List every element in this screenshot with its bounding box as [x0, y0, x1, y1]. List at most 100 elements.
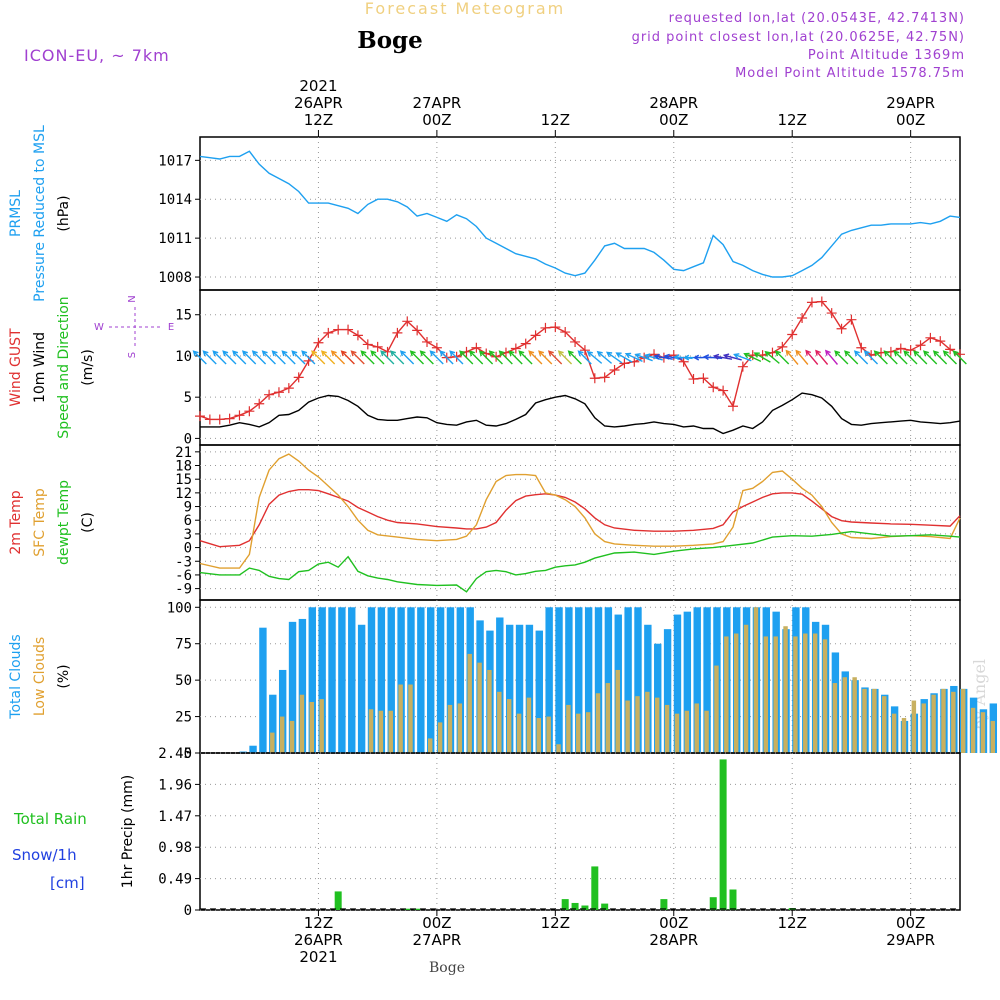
low-cloud-bar [664, 704, 670, 753]
total-cloud-bar [436, 607, 445, 753]
low-cloud-bar [822, 639, 828, 753]
wind-arrow [212, 350, 227, 365]
bottom-time-label: 12Z [304, 914, 333, 932]
compass-north: N [127, 295, 138, 302]
gust-marker [234, 410, 245, 421]
low-cloud-bar [388, 710, 393, 753]
y-tick-label: 6 [184, 513, 192, 529]
wind-arrow [663, 353, 683, 360]
y-tick-label: -6 [175, 568, 192, 584]
wind-arrow [722, 353, 742, 361]
wind-arrow [222, 350, 237, 365]
gust-marker [293, 372, 304, 383]
gust-marker [589, 373, 600, 384]
gust-marker [619, 358, 630, 369]
gust-marker [945, 344, 956, 355]
wind-arrow [340, 350, 355, 365]
wind-arrow [873, 350, 888, 365]
compass-west: W [94, 322, 104, 333]
precip-bar [403, 908, 411, 910]
top-time-label: 12Z [541, 111, 570, 129]
low-cloud-bar [497, 691, 502, 753]
info-line-4: Model Point Altitude 1578.75m [735, 66, 965, 81]
y-axis-label: 1hr Precip (mm) [120, 775, 136, 888]
total-cloud-bar [525, 624, 534, 753]
low-cloud-bar [299, 694, 305, 753]
wind-arrow [893, 350, 908, 365]
gust-marker [352, 330, 363, 341]
y-tick-label: 3 [184, 527, 192, 543]
wind-arrow [922, 350, 938, 365]
low-cloud-bar [428, 738, 433, 753]
gust-marker [471, 342, 482, 353]
gust-marker [915, 340, 926, 351]
low-cloud-bar [279, 716, 285, 753]
low-cloud-bar [309, 702, 314, 753]
total-cloud-bar [584, 607, 593, 753]
total-cloud-bar [259, 627, 267, 753]
gust-marker [678, 356, 689, 367]
precip-side-label: Snow/1h [12, 846, 77, 864]
wind-arrow [624, 352, 643, 363]
y-tick-label: 100 [167, 600, 192, 616]
low-cloud-bar [990, 720, 996, 753]
low-cloud-bar [585, 712, 591, 753]
low-cloud-bar [832, 683, 838, 753]
low-cloud-bar [635, 696, 640, 753]
precip-bar [413, 908, 421, 910]
low-cloud-bar [891, 713, 897, 753]
wind-arrow [567, 350, 582, 365]
y-tick-label: 12 [175, 486, 192, 502]
wind-arrow [547, 350, 563, 365]
total-cloud-bar [446, 607, 455, 753]
low-cloud-bar [793, 636, 798, 753]
precip-bar [709, 897, 717, 910]
info-line-3: Point Altitude 1369m [808, 48, 965, 63]
gust-marker [422, 336, 433, 347]
low-cloud-bar [941, 688, 946, 753]
gust-marker [836, 323, 847, 334]
wind-arrow [815, 349, 829, 365]
gust-marker [935, 336, 946, 347]
low-cloud-bar [694, 703, 699, 753]
precip-side-label: Total Rain [13, 810, 87, 828]
gust-marker [777, 341, 788, 352]
wind-arrow [942, 350, 957, 365]
wind-arrow [320, 350, 336, 365]
total-cloud-bar [249, 745, 257, 753]
low-cloud-bar [921, 703, 926, 753]
low-cloud-bar [457, 703, 463, 753]
total-cloud-bar [594, 607, 603, 753]
total-cloud-bar [308, 607, 316, 753]
gust-marker [925, 332, 936, 343]
total-cloud-bar [683, 611, 692, 753]
low-cloud-bar [506, 699, 512, 753]
low-cloud-bar [516, 713, 522, 753]
wind-arrow [605, 351, 623, 364]
low-cloud-bar [812, 633, 818, 753]
wind-arrow [429, 350, 444, 365]
low-cloud-bar [655, 697, 660, 753]
total-cloud-bar [407, 607, 415, 753]
wind-arrow [301, 350, 316, 365]
gust-marker [510, 343, 521, 354]
y-tick-label: 0.49 [158, 872, 192, 888]
low-cloud-bar [872, 688, 877, 753]
panel-wind: 0 5 10 15 Wind GUST 10m Wind Speed and Directi… [8, 289, 967, 447]
model-label: ICON-EU, ~ 7km [24, 46, 170, 65]
gust-marker [313, 337, 324, 348]
total-cloud-bar [673, 614, 682, 753]
wind-arrow [653, 353, 673, 360]
gust-marker [856, 342, 867, 353]
wind-arrow [577, 350, 592, 365]
wind-arrow [251, 350, 267, 365]
low-cloud-bar [852, 677, 857, 753]
gust-marker [550, 322, 561, 333]
bottom-time-label: 2021 [299, 948, 337, 966]
wind-arrow [557, 350, 573, 365]
total-cloud-bar [703, 607, 711, 753]
precip-bar [660, 899, 668, 910]
total-cloud-bar [644, 624, 652, 753]
total-cloud-bar [604, 607, 613, 753]
